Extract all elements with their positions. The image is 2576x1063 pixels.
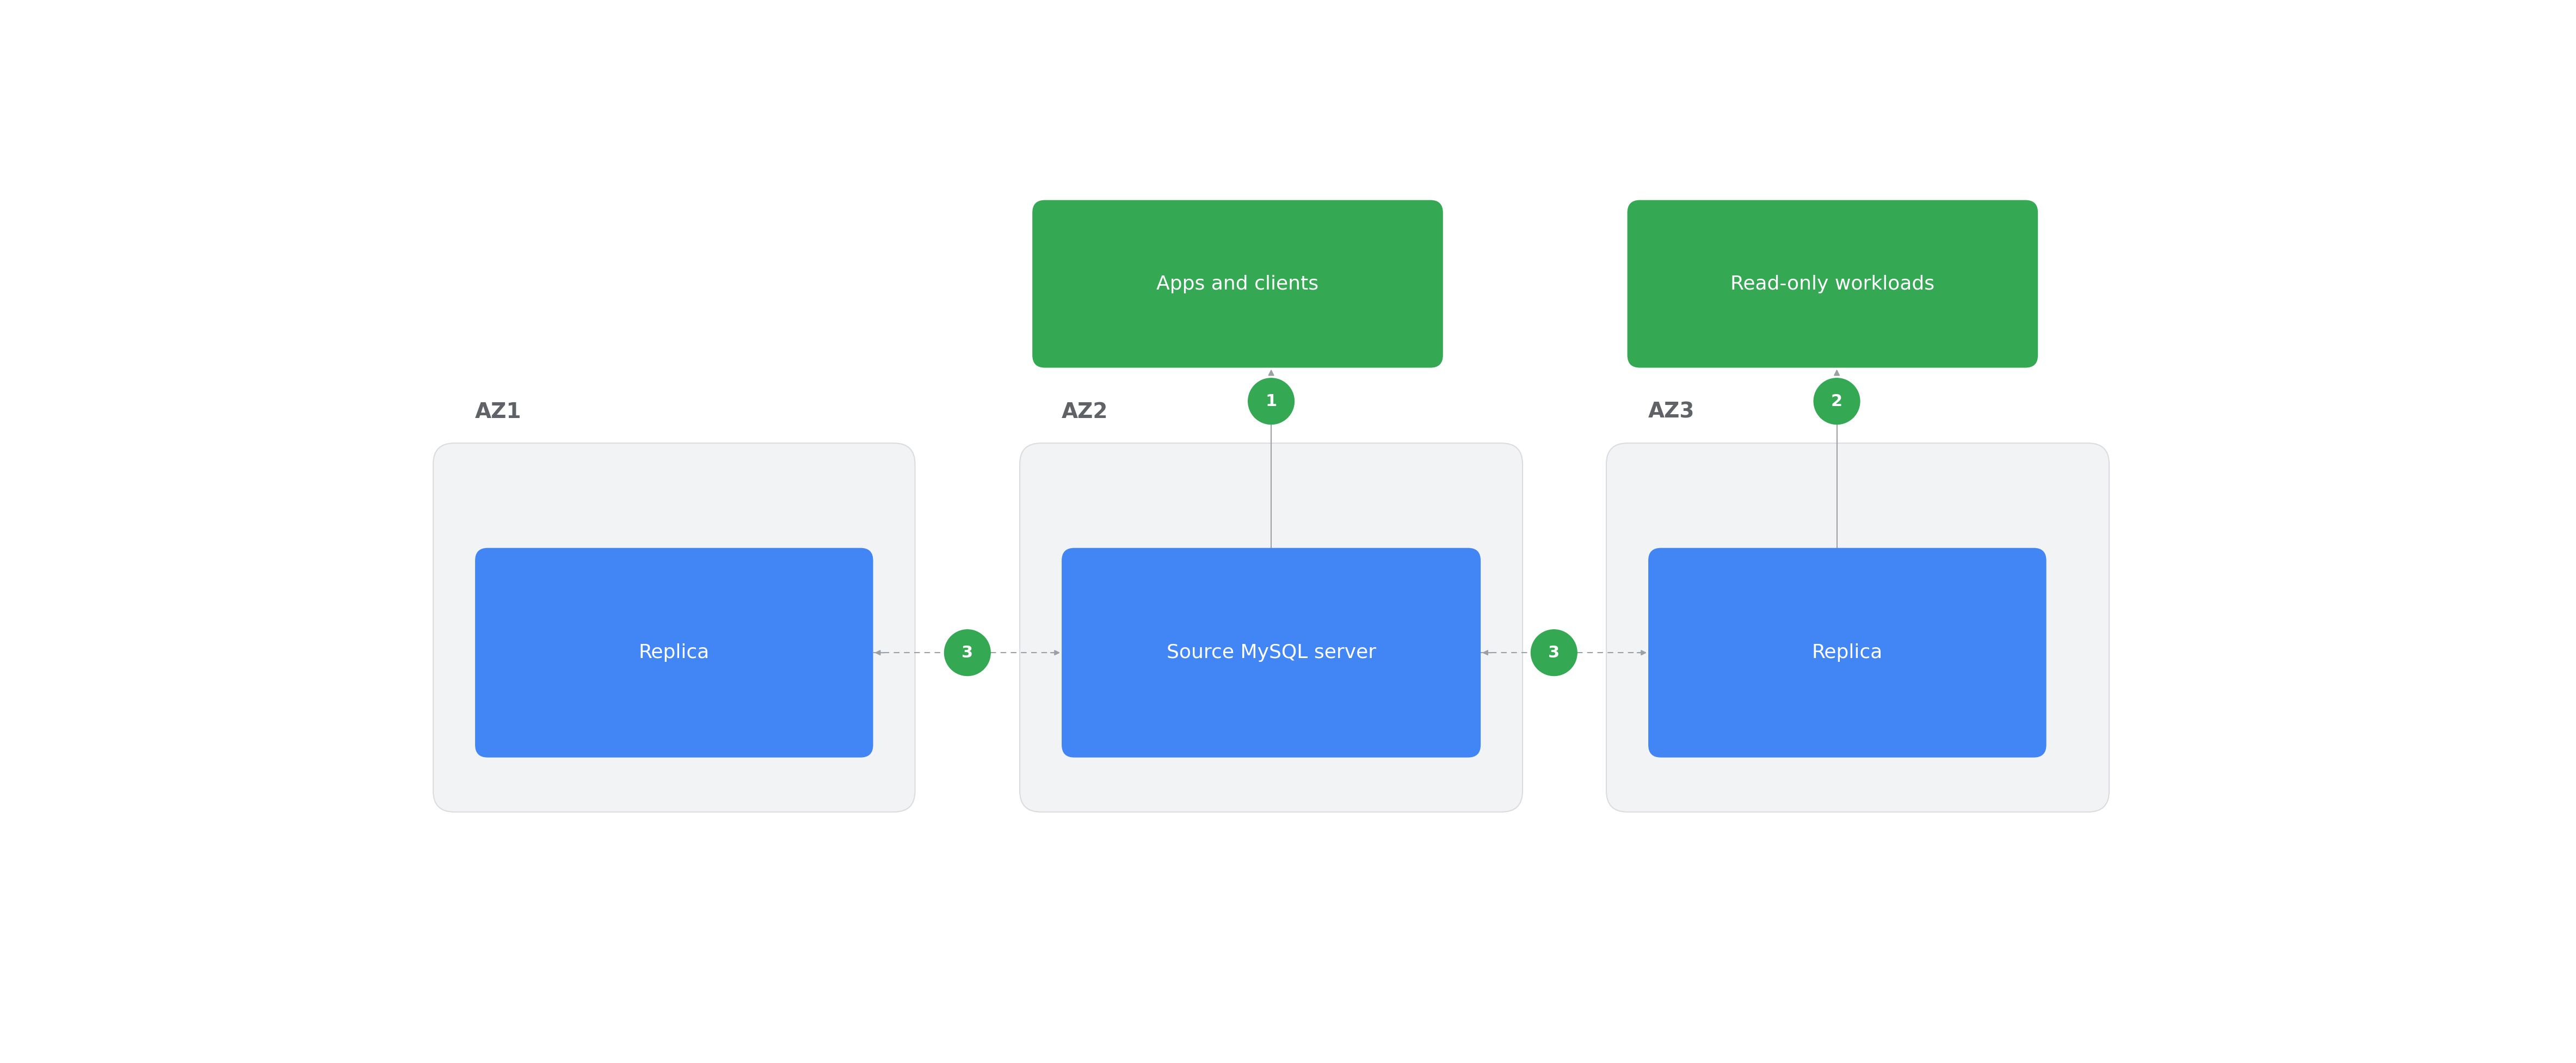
FancyBboxPatch shape xyxy=(1628,200,2038,368)
FancyBboxPatch shape xyxy=(1020,443,1522,812)
Text: Replica: Replica xyxy=(639,643,708,662)
Text: AZ2: AZ2 xyxy=(1061,402,1108,422)
Circle shape xyxy=(945,629,989,676)
Text: Source MySQL server: Source MySQL server xyxy=(1167,643,1376,662)
Circle shape xyxy=(1814,378,1860,424)
Text: AZ1: AZ1 xyxy=(474,402,520,422)
FancyBboxPatch shape xyxy=(1607,443,2110,812)
Text: Read-only workloads: Read-only workloads xyxy=(1731,274,1935,293)
Text: 3: 3 xyxy=(961,645,974,660)
Text: AZ3: AZ3 xyxy=(1649,402,1695,422)
FancyBboxPatch shape xyxy=(433,443,914,812)
FancyBboxPatch shape xyxy=(1033,200,1443,368)
Text: 2: 2 xyxy=(1832,393,1842,409)
Text: Replica: Replica xyxy=(1811,643,1883,662)
Circle shape xyxy=(1249,378,1293,424)
FancyBboxPatch shape xyxy=(1061,547,1481,758)
Text: Apps and clients: Apps and clients xyxy=(1157,274,1319,293)
Text: 1: 1 xyxy=(1265,393,1278,409)
Circle shape xyxy=(1530,629,1577,676)
Text: 3: 3 xyxy=(1548,645,1558,660)
FancyBboxPatch shape xyxy=(1649,547,2045,758)
FancyBboxPatch shape xyxy=(474,547,873,758)
